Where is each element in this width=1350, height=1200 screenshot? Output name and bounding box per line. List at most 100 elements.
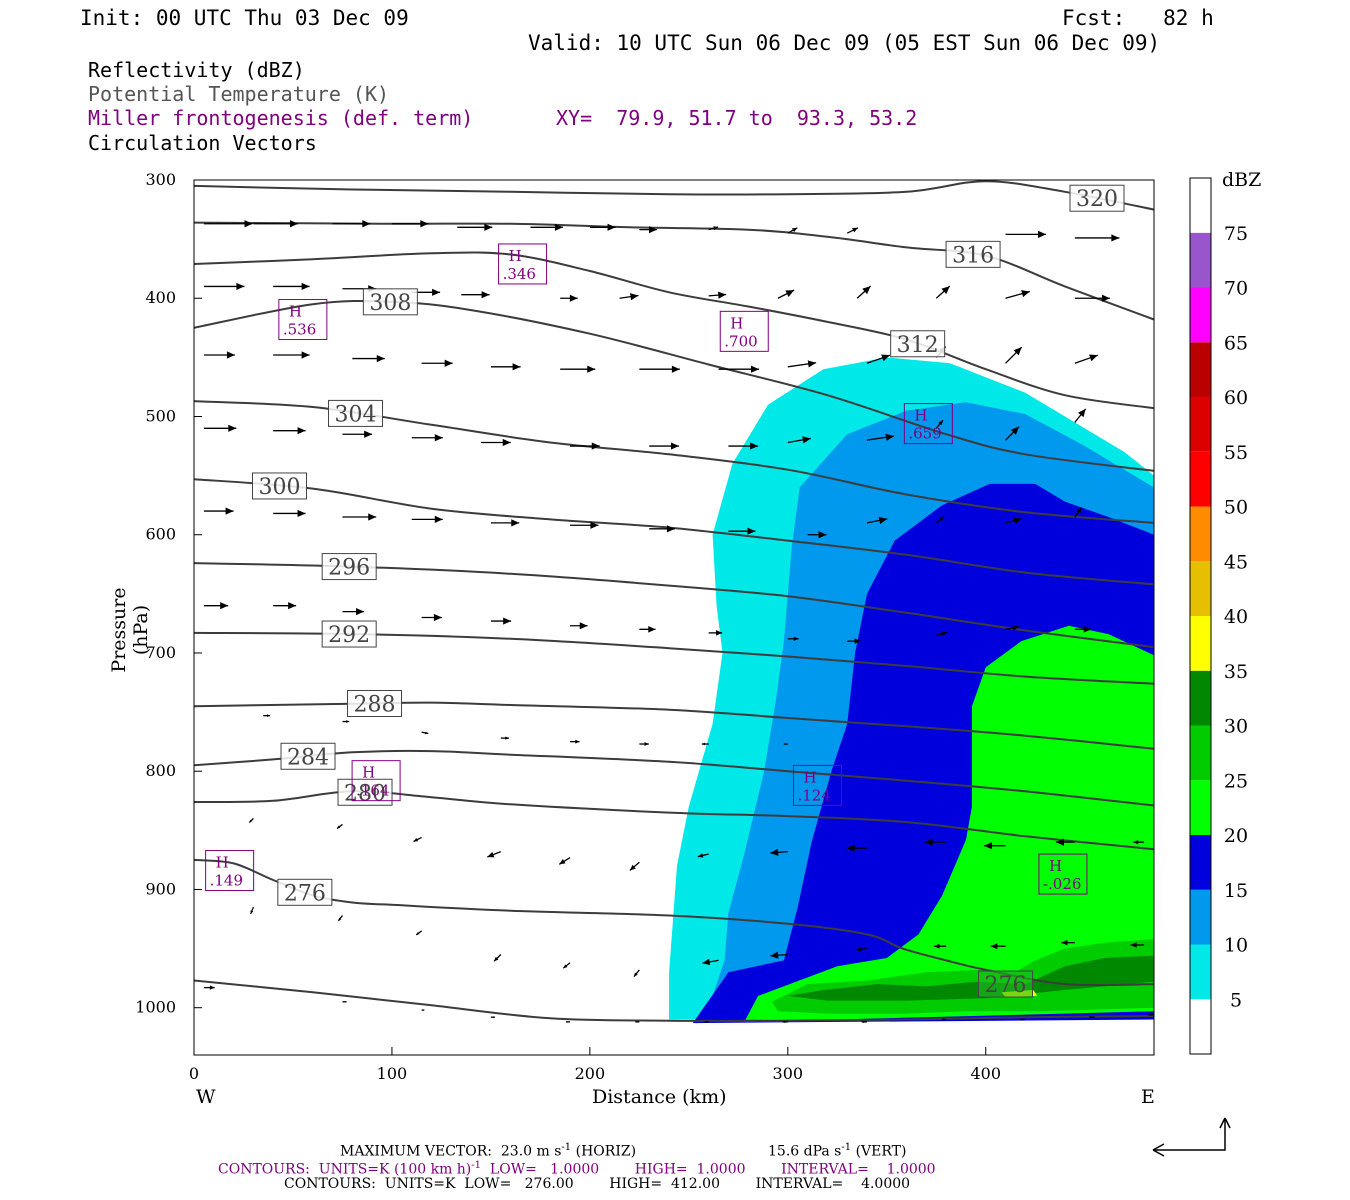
frontogenesis-max-letter: H <box>216 854 229 872</box>
vector-head <box>802 436 811 444</box>
circulation-vector <box>203 507 234 515</box>
colorbar-tick-label: 40 <box>1224 606 1248 628</box>
circulation-vector <box>639 226 657 234</box>
circulation-vector <box>342 720 350 723</box>
frontogenesis-max: H.149 <box>205 850 255 892</box>
circulation-vector <box>273 427 306 435</box>
vector-head <box>852 227 858 233</box>
circulation-vector <box>490 363 521 371</box>
circulation-vector <box>942 1018 947 1021</box>
vector-head <box>785 290 795 297</box>
circulation-vector <box>704 1021 709 1023</box>
circulation-vector <box>1074 507 1083 518</box>
circulation-vector <box>1133 839 1145 845</box>
vector-head <box>1133 839 1139 845</box>
colorbar-segment <box>1190 670 1211 726</box>
frontogenesis-max-letter: H <box>730 314 743 332</box>
vector-head <box>793 636 799 641</box>
circulation-vector <box>562 962 571 969</box>
vector-head <box>854 638 861 644</box>
colorbar-tick-label: 70 <box>1224 278 1248 300</box>
vert-exp: -1 <box>841 1142 852 1153</box>
isentrope-label-box-276 <box>277 878 333 906</box>
y-tick-label: 600 <box>145 525 176 544</box>
frontogenesis-max-letter: H <box>362 764 375 782</box>
circulation-vector <box>203 602 229 610</box>
colorbar-tick-label: 55 <box>1224 442 1248 464</box>
circulation-vector <box>782 1020 788 1023</box>
colorbar-tick-label: 10 <box>1224 935 1248 957</box>
vector-head <box>220 602 229 610</box>
frontogenesis-max: H.346 <box>498 243 548 285</box>
isentrope-label-box-320 <box>1069 184 1125 212</box>
circulation-vector <box>203 282 245 291</box>
y-tick-label: 500 <box>145 406 176 425</box>
colorbar-segment <box>1190 561 1211 616</box>
circulation-vector <box>990 943 1006 950</box>
circulation-vector <box>530 223 563 231</box>
isentrope-label-box-312 <box>890 330 946 358</box>
colorbar-tick-label: 20 <box>1224 825 1248 847</box>
y-tick-label: 400 <box>145 288 176 307</box>
circulation-vector <box>639 742 649 746</box>
circulation-vector <box>1005 517 1022 524</box>
colorbar-segment <box>1190 725 1211 781</box>
vector-head <box>288 602 297 610</box>
colorbar-tick-label: 65 <box>1224 332 1248 354</box>
circulation-vector <box>770 951 788 959</box>
contours1-tail: LOW= 1.0000 HIGH= 1.0000 INTERVAL= 1.000… <box>481 1161 936 1178</box>
vector-head <box>648 626 656 633</box>
colorbar-tick-label: 30 <box>1224 716 1248 738</box>
vector-head <box>1061 939 1068 946</box>
vector-head <box>1013 347 1022 356</box>
vector-head <box>368 513 377 521</box>
axes: 300 400 500 600 700 800 900 1000 0 100 200 300 400 <box>135 170 1001 1083</box>
colorbar-tick-label: 50 <box>1224 497 1248 519</box>
circulation-vector <box>421 1009 425 1011</box>
circulation-vector <box>718 365 760 373</box>
vector-head <box>630 293 639 301</box>
forecast-hour: Fcst: 82 h <box>1062 6 1214 30</box>
circulation-vector <box>846 227 859 234</box>
circulation-vector <box>560 365 596 373</box>
vector-head <box>1130 942 1137 948</box>
y-axis-title: Pressure (hPa) <box>108 587 152 673</box>
circulation-vector <box>1019 1018 1026 1021</box>
vector-head <box>718 291 727 299</box>
valid-time: Valid: 10 UTC Sun 06 Dec 09 (05 EST Sun … <box>528 31 1161 55</box>
circulation-vector <box>203 220 253 228</box>
vector-head <box>934 943 940 949</box>
circulation-vector <box>487 851 502 858</box>
isentrope-label-312: 312 <box>897 333 939 358</box>
colorbar-frame <box>1189 177 1212 1055</box>
circulation-vector <box>1074 408 1087 423</box>
vector-head <box>924 838 933 846</box>
vector-head <box>1013 517 1022 524</box>
vector-head <box>1089 354 1098 362</box>
circulation-vector <box>866 516 888 524</box>
circulation-vector <box>1074 234 1120 242</box>
circulation-vector <box>273 351 310 359</box>
legend-vectors: Circulation Vectors <box>88 131 317 155</box>
vector-head <box>791 227 798 233</box>
colorbar-tick-label: 15 <box>1224 880 1248 902</box>
east-label: E <box>1141 1086 1155 1108</box>
circulation-vector <box>629 861 640 871</box>
vector-head <box>941 631 948 636</box>
circulation-vector <box>273 282 310 291</box>
colorbar: 5 10 15 20 25 30 35 40 45 50 55 60 65 70 75 <box>1189 177 1248 1055</box>
colorbar-segment <box>1190 999 1211 1054</box>
frontogenesis-max-value: -.026 <box>1043 875 1081 893</box>
circulation-vector <box>1130 942 1145 948</box>
frontogenesis-max-letter: H <box>289 303 302 321</box>
y-tick-label: 1000 <box>135 998 176 1017</box>
circulation-vector <box>493 954 502 962</box>
reflectivity-30dbz <box>787 955 1154 1001</box>
circulation-vector <box>935 285 951 299</box>
circulation-vector <box>697 853 709 858</box>
vector-head <box>1055 838 1064 846</box>
vector-head <box>1111 234 1120 242</box>
circulation-vector <box>1005 426 1020 441</box>
circulation-vector <box>570 622 588 630</box>
vector-head <box>444 359 453 367</box>
